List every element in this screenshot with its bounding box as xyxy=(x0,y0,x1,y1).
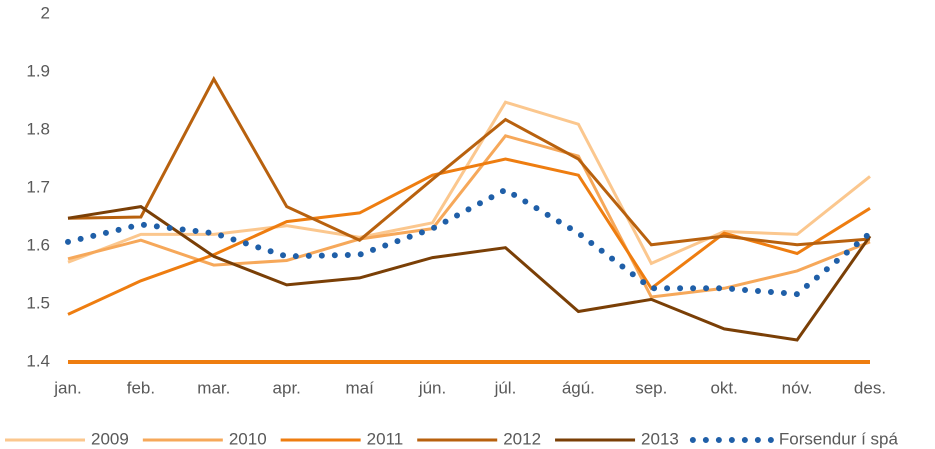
x-tick-label: des. xyxy=(854,378,886,397)
x-tick-label: nóv. xyxy=(782,378,813,397)
y-tick-label: 1.8 xyxy=(26,119,50,138)
x-tick-label: okt. xyxy=(710,378,737,397)
y-tick-label: 1.5 xyxy=(26,293,50,312)
x-tick-label: feb. xyxy=(127,378,155,397)
series-line xyxy=(67,75,871,247)
x-tick-label: jún. xyxy=(418,378,446,397)
y-tick-label: 1.9 xyxy=(26,61,50,80)
series-line xyxy=(67,100,871,266)
y-tick-label: 1.4 xyxy=(26,351,50,370)
x-tick-label: apr. xyxy=(273,378,301,397)
legend-label: 2009 xyxy=(91,429,129,448)
series-line xyxy=(67,134,871,299)
legend-label: 2010 xyxy=(229,429,267,448)
legend-label: 2012 xyxy=(503,429,541,448)
x-tick-label: ágú. xyxy=(562,378,595,397)
legend-label: 2013 xyxy=(641,429,679,448)
x-tick-label: júl. xyxy=(494,378,517,397)
legend-label: Forsendur í spá xyxy=(779,429,899,448)
legend-label: 2011 xyxy=(367,429,404,448)
y-tick-label: 2 xyxy=(41,3,50,22)
y-tick-label: 1.7 xyxy=(26,177,50,196)
x-tick-label: sep. xyxy=(635,378,667,397)
y-tick-label: 1.6 xyxy=(26,235,50,254)
x-tick-label: mar. xyxy=(197,378,230,397)
series-line xyxy=(65,186,873,298)
series-line xyxy=(67,205,872,342)
x-tick-label: jan. xyxy=(53,378,81,397)
x-tick-label: maí xyxy=(345,378,374,397)
